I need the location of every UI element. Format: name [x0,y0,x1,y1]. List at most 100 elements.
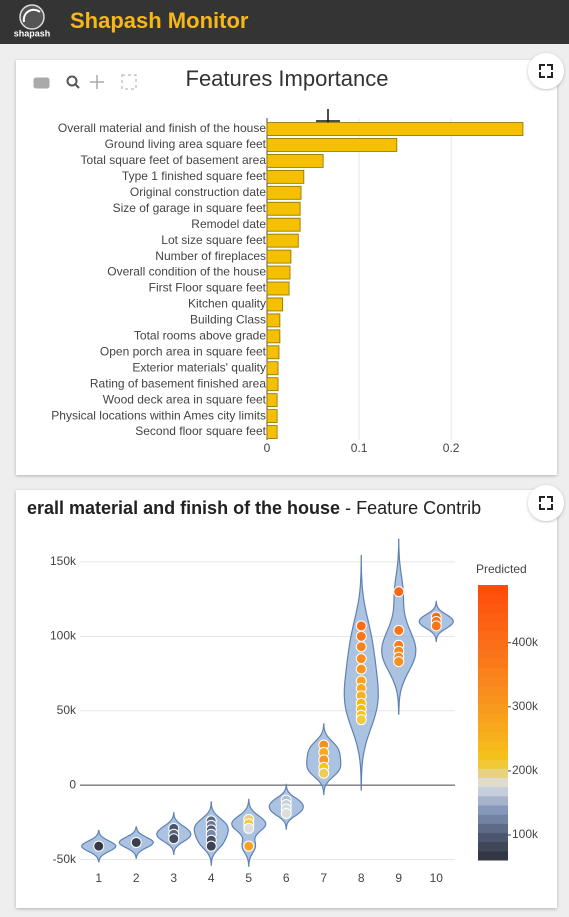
point [205,840,217,852]
bar [266,361,279,376]
colorbar-step [478,823,508,833]
x-tick-label: 10 [430,871,444,885]
bar [266,281,290,296]
colorbar-step [478,850,508,861]
pan-icon[interactable] [90,75,104,89]
point [280,807,292,819]
zoom-icon[interactable] [66,75,78,87]
y-tick-label: Open porch area in square feet [100,344,267,358]
x-tick-label: 4 [208,871,215,885]
colorbar-tick-label: 200k [512,763,539,777]
chart-title: Features Importance [186,66,389,91]
y-tick-label: Number of fireplaces [155,249,266,263]
y-tick-label: Total square feet of basement area [81,153,267,167]
x-tick-label: 0 [264,441,271,455]
y-tick-label: Exterior materials' quality [132,360,266,374]
y-tick-label: Wood deck area in square feet [103,392,267,406]
fullscreen-button[interactable] [528,485,564,521]
point [130,836,142,848]
point [393,586,405,598]
bar [266,249,292,264]
colorbar-step [478,759,508,769]
y-tick-label: Total rooms above grade [134,329,266,343]
card [16,490,557,908]
colorbar-step [478,594,508,604]
colorbar-step [478,722,508,733]
colorbar-step [478,777,508,788]
chart-title-suffix: - Feature Contrib [345,498,481,518]
colorbar-step [478,795,508,806]
x-tick-label: 9 [395,871,402,885]
y-tick-label: Original construction date [130,185,266,199]
x-tick-label: 3 [170,871,177,885]
x-tick-label: 7 [320,871,327,885]
colorbar-step [478,640,508,650]
bar [266,329,281,344]
chart-title-main: erall material and finish of the house [27,498,340,518]
camera-icon[interactable] [33,77,50,89]
point [355,630,367,642]
point [93,840,105,852]
bar [266,313,281,328]
bar [266,217,301,232]
bar [266,201,301,216]
header-bar [0,0,569,44]
y-tick-label: Second floor square feet [135,424,266,438]
y-tick-label: Overall material and finish of the house [58,121,266,135]
y-tick-label: Overall condition of the house [107,265,266,279]
colorbar-title: Predicted [476,562,527,576]
bar [266,138,398,152]
colorbar-step [478,658,508,668]
x-tick-label: 1 [95,871,102,885]
y-tick-label: 0 [69,777,76,791]
colorbar-step [478,612,508,623]
point [243,840,255,852]
point [355,620,367,632]
colorbar-step [478,630,508,641]
bar [266,297,284,312]
colorbar-step [478,814,508,824]
y-tick-label: First Floor square feet [149,281,267,295]
colorbar-step [478,603,508,613]
colorbar-step [478,768,508,778]
app-title: Shapash Monitor [70,8,249,33]
y-tick-label: 150k [50,554,77,568]
x-tick-label: 0.1 [351,441,368,455]
x-tick-label: 2 [133,871,140,885]
bar [266,122,524,136]
toolbar[interactable] [33,74,137,90]
colorbar-step [478,621,508,632]
bar [266,233,299,248]
fullscreen-button[interactable] [528,53,564,89]
colorbar-step [478,786,508,797]
bar [266,185,302,200]
colorbar-step [478,740,508,751]
logo-text: shapash [14,28,51,38]
y-tick-label: Remodel date [191,217,266,231]
point [430,620,442,632]
colorbar-tick-label: 100k [512,827,539,841]
autoscale-icon[interactable] [121,74,137,90]
colorbar-tick-label: 300k [512,699,539,713]
point [168,833,180,845]
colorbar-step [478,805,508,815]
colorbar-step [478,676,508,687]
bar [266,409,278,424]
colorbar-step [478,713,508,723]
colorbar-step [478,841,508,852]
y-tick-label: Physical locations within Ames city limi… [51,408,266,422]
colorbar-step [478,685,508,696]
point [393,624,405,636]
y-tick-label: Lot size square feet [161,233,266,247]
colorbar-step [478,667,508,678]
point [355,663,367,675]
point [355,641,367,653]
bar [266,265,291,280]
colorbar-step [478,649,508,659]
point [355,653,367,665]
chart-title: erall material and finish of the house -… [27,498,481,518]
colorbar-tick-label: 400k [512,635,539,649]
point [318,767,330,779]
x-tick-label: 6 [283,871,290,885]
colorbar-step [478,585,508,595]
